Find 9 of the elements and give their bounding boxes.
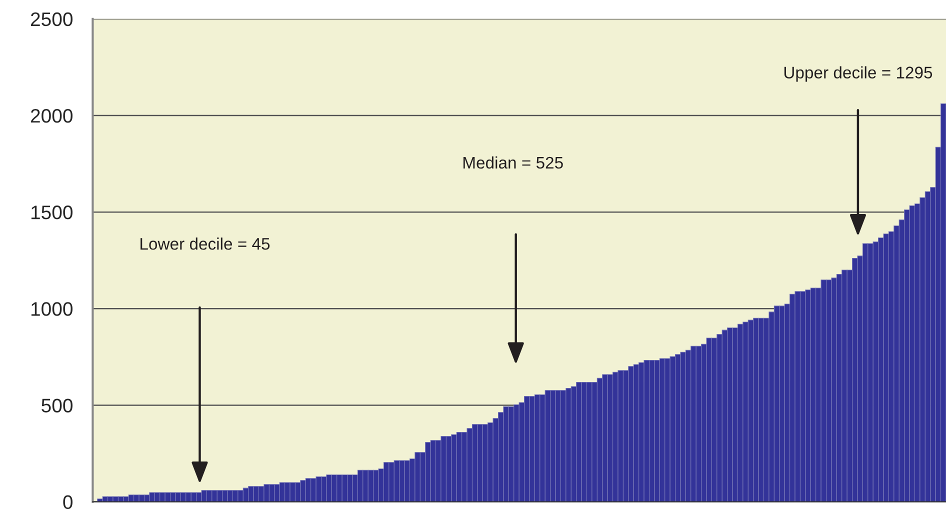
- y-tick-label: 0: [63, 495, 73, 510]
- annotation: Lower decile = 45: [140, 238, 270, 250]
- y-tick-label: 1500: [31, 206, 73, 220]
- y-tick-label: 2500: [30, 12, 73, 26]
- y-tick-label: 1000: [31, 302, 73, 316]
- annotation: Median = 525: [463, 156, 563, 169]
- y-tick-label: 500: [42, 398, 73, 412]
- annotation: Upper decile = 1295: [784, 66, 932, 82]
- y-tick-label: 2000: [30, 108, 73, 123]
